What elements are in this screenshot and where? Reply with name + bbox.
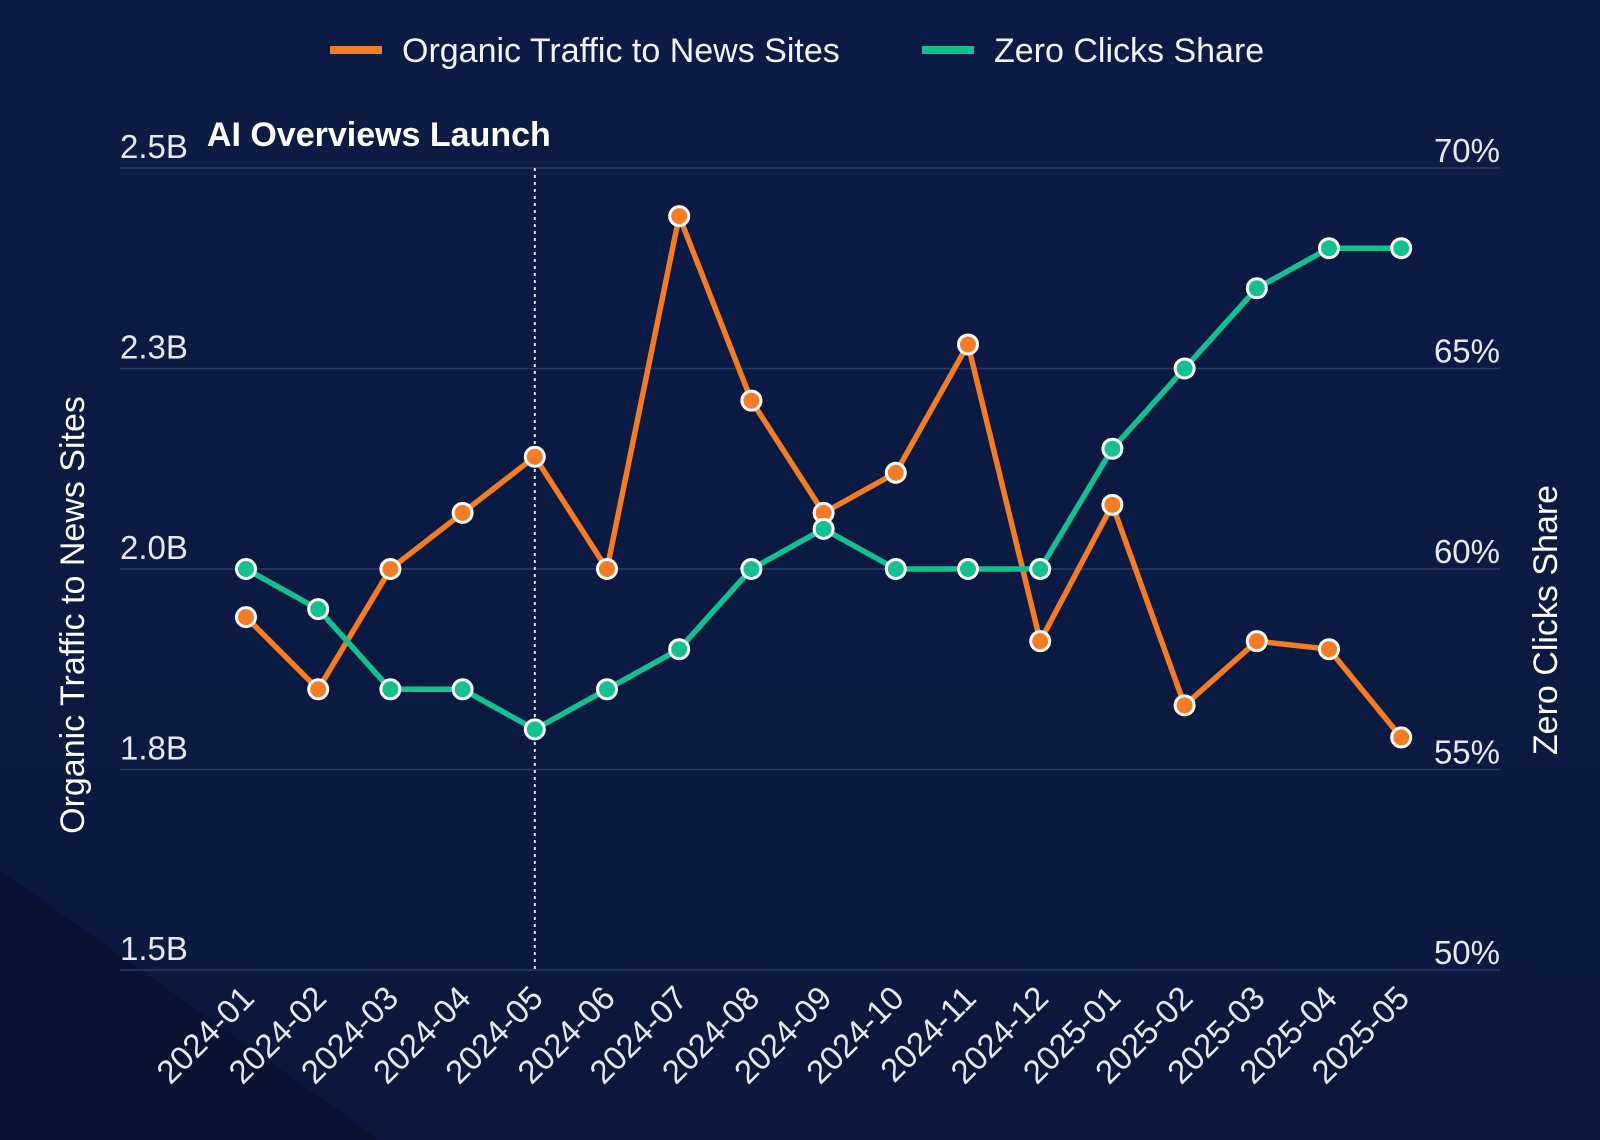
right-tick-label: 70% [1434,132,1500,169]
legend-label-zero-clicks: Zero Clicks Share [994,32,1264,70]
data-point-0-7 [740,389,763,412]
x-axis-ticks: 2024-012024-022024-032024-042024-052024-… [149,979,1416,1091]
data-point-1-5 [596,678,618,701]
data-point-1-7 [740,558,763,580]
data-point-1-11 [1029,558,1052,580]
left-tick-label: 1.5B [120,930,188,967]
data-point-0-4 [523,445,546,468]
left-tick-label: 2.0B [120,529,188,566]
right-tick-label: 50% [1434,934,1500,971]
data-point-1-1 [307,598,330,621]
data-point-0-3 [451,501,474,524]
right-tick-label: 55% [1434,734,1500,771]
data-point-0-11 [1029,630,1052,653]
data-point-1-10 [957,558,979,580]
grid [120,167,1500,971]
data-point-1-15 [1318,237,1340,260]
right-axis-title: Zero Clicks Share [1527,485,1565,755]
data-point-1-2 [379,678,402,701]
data-point-1-6 [668,638,691,661]
series-lines [243,213,1404,741]
left-axis-ticks: 1.5B 1.8B 2.0B 2.3B 2.5B [120,128,188,967]
data-point-1-4 [523,718,546,741]
data-point-0-16 [1390,726,1413,749]
legend-label-traffic: Organic Traffic to News Sites [402,32,840,70]
data-point-0-1 [307,678,330,701]
data-point-0-5 [596,558,618,580]
corner-shade [0,870,380,1140]
data-point-1-0 [235,558,257,580]
data-point-1-14 [1245,277,1268,300]
data-point-1-8 [812,517,835,540]
data-point-1-9 [884,558,907,580]
data-point-0-9 [884,461,907,484]
left-tick-label: 2.3B [120,329,188,366]
annotation: AI Overviews Launch [207,116,551,970]
data-point-1-13 [1173,357,1196,380]
data-point-0-6 [668,205,691,228]
data-point-0-0 [235,606,257,629]
annotation-label: AI Overviews Launch [207,116,551,154]
data-point-0-15 [1318,638,1340,661]
left-axis-title: Organic Traffic to News Sites [54,396,92,834]
right-tick-label: 60% [1434,533,1500,570]
data-point-1-3 [451,678,474,701]
data-point-0-13 [1173,694,1196,717]
left-tick-label: 2.5B [120,128,188,165]
data-point-1-12 [1101,437,1124,460]
legend: Organic Traffic to News Sites Zero Clicks… [330,32,1264,70]
data-point-0-14 [1245,630,1268,653]
data-point-0-2 [379,558,402,580]
series-line-1 [243,245,1404,733]
right-axis-ticks: 50% 55% 60% 65% 70% [1434,132,1500,971]
data-point-0-10 [957,333,979,356]
data-point-1-16 [1390,237,1413,260]
series-line-0 [243,213,1404,741]
left-tick-label: 1.8B [120,730,188,767]
right-tick-label: 65% [1434,333,1500,370]
data-point-0-12 [1101,493,1124,516]
series-points [235,205,1413,749]
